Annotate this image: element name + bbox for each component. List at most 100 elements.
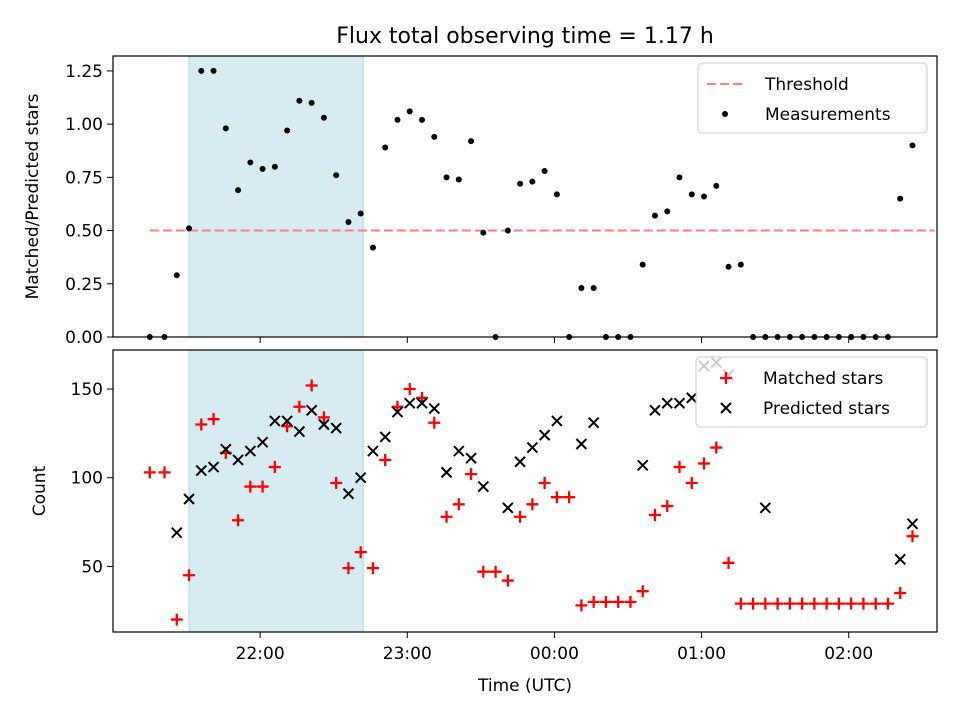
matched-point bbox=[232, 514, 245, 527]
matched-point bbox=[317, 411, 330, 424]
measurement-point bbox=[688, 191, 695, 198]
matched-point bbox=[783, 597, 796, 610]
predicted-point bbox=[207, 461, 220, 473]
measurement-point bbox=[553, 191, 560, 198]
matched-point bbox=[710, 441, 723, 454]
predicted-point bbox=[575, 438, 588, 450]
measurement-point bbox=[590, 285, 597, 292]
measurement-point bbox=[394, 116, 401, 123]
measurement-point bbox=[345, 219, 352, 226]
matched-point bbox=[440, 510, 453, 523]
predicted-point bbox=[906, 518, 919, 530]
matched-point bbox=[305, 379, 318, 392]
measurement-point bbox=[480, 229, 487, 236]
matched-point bbox=[538, 477, 551, 490]
legend-measurements-handle bbox=[722, 111, 728, 117]
matched-point bbox=[550, 491, 563, 504]
measurement-point bbox=[664, 208, 671, 215]
matched-point bbox=[366, 562, 379, 575]
matched-point bbox=[293, 400, 306, 413]
y-tick-label: 150 bbox=[71, 380, 103, 400]
matched-point bbox=[354, 546, 367, 559]
predicted-point bbox=[318, 418, 330, 431]
predicted-point bbox=[256, 436, 269, 448]
x-axis-label: Time (UTC) bbox=[477, 676, 572, 696]
predicted-point bbox=[281, 415, 293, 427]
predicted-point bbox=[293, 425, 306, 438]
x-tick-label: 22:00 bbox=[236, 644, 285, 664]
matched-point bbox=[244, 480, 257, 493]
matched-point bbox=[832, 597, 845, 610]
legend-box bbox=[697, 62, 928, 134]
matched-point bbox=[489, 565, 502, 578]
matched-point bbox=[881, 597, 894, 610]
matched-point bbox=[195, 418, 208, 431]
measurement-point bbox=[909, 142, 916, 149]
measurement-point bbox=[419, 116, 425, 123]
matched-point bbox=[342, 562, 355, 575]
matched-point bbox=[256, 480, 269, 493]
legend-label: Matched stars bbox=[763, 369, 883, 389]
measurement-point bbox=[725, 263, 732, 270]
measurement-point bbox=[639, 261, 646, 268]
matched-point bbox=[143, 466, 156, 479]
measurement-point bbox=[235, 187, 242, 194]
predicted-point bbox=[477, 480, 490, 493]
predicted-point bbox=[367, 445, 379, 457]
measurement-point bbox=[308, 99, 315, 106]
measurement-point bbox=[517, 180, 524, 187]
predicted-point bbox=[661, 397, 673, 409]
measurement-point bbox=[259, 165, 266, 172]
matched-point bbox=[330, 477, 343, 490]
predicted-point bbox=[686, 392, 698, 404]
measurement-point bbox=[333, 172, 340, 179]
matched-point bbox=[158, 466, 171, 479]
matched-point bbox=[452, 498, 465, 511]
predicted-point bbox=[244, 445, 257, 457]
x-tick-label: 01:00 bbox=[677, 644, 726, 664]
count-panel: 50 100 150 22:00 23:00 00:00 01:00 02:00 Count Ma… bbox=[30, 349, 938, 664]
matched-point bbox=[685, 477, 698, 490]
predicted-point bbox=[514, 456, 526, 468]
measurement-point bbox=[222, 125, 229, 132]
predicted-point bbox=[465, 452, 477, 464]
measurement-point bbox=[406, 108, 413, 115]
predicted-point bbox=[759, 502, 772, 514]
matched-point bbox=[514, 510, 527, 523]
legend-label: Threshold bbox=[764, 75, 849, 95]
y-tick-label: 0.50 bbox=[65, 222, 103, 242]
chart-title: Flux total observing time = 1.17 h bbox=[336, 24, 714, 49]
predicted-point bbox=[342, 487, 355, 500]
matched-point bbox=[698, 457, 711, 470]
matched-point bbox=[465, 468, 478, 481]
measurement-point bbox=[284, 127, 291, 134]
predicted-point bbox=[232, 454, 244, 466]
matched-point bbox=[857, 597, 870, 610]
measurement-point bbox=[431, 133, 438, 140]
matched-point bbox=[820, 597, 833, 610]
predicted-point bbox=[649, 404, 661, 417]
matched-point bbox=[599, 595, 612, 608]
legend-label: Measurements bbox=[765, 105, 891, 125]
predicted-point bbox=[269, 415, 281, 427]
predicted-point bbox=[538, 429, 551, 441]
measurement-point bbox=[529, 178, 536, 185]
matched-point bbox=[661, 500, 674, 513]
measurement-point bbox=[357, 210, 364, 217]
matched-point bbox=[477, 565, 490, 578]
y-tick-label: 0.00 bbox=[65, 328, 103, 348]
legend: Matched stars Predicted stars bbox=[695, 356, 928, 428]
measurement-point bbox=[468, 138, 475, 145]
predicted-point bbox=[330, 422, 342, 434]
y-tick-label: 1.25 bbox=[65, 62, 103, 82]
measurement-point bbox=[186, 225, 193, 232]
predicted-point bbox=[637, 459, 649, 471]
predicted-point bbox=[305, 404, 318, 417]
measurement-point bbox=[443, 174, 450, 181]
predicted-point bbox=[183, 493, 195, 505]
matched-point bbox=[648, 508, 661, 521]
predicted-point bbox=[195, 464, 207, 477]
axes-frame bbox=[112, 349, 938, 633]
measurement-point bbox=[737, 261, 744, 268]
